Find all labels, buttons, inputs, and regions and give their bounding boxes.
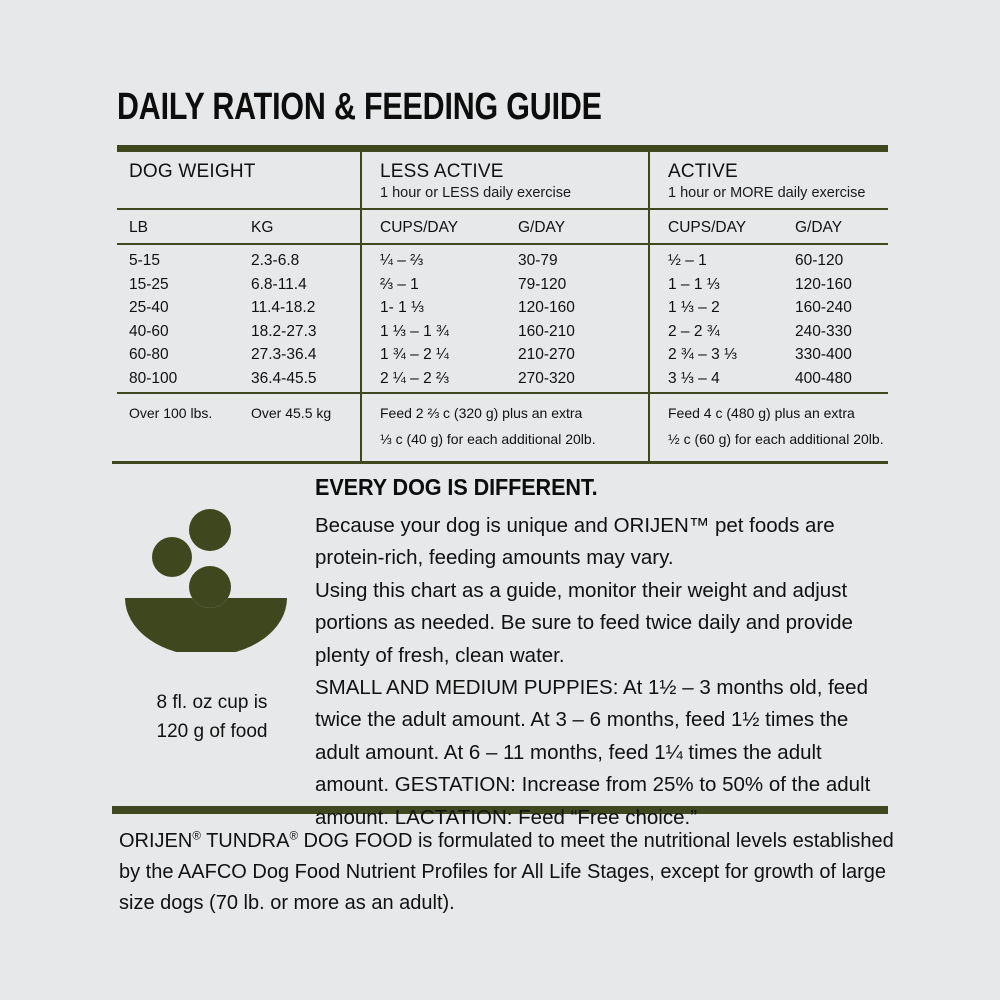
cell-g-day-less: 79-120	[518, 275, 567, 293]
over-row-less-active-line1: Feed 2 ⅔ c (320 g) plus an extra	[380, 405, 583, 421]
cell-g-day-less: 210-270	[518, 346, 575, 363]
page-title: DAILY RATION & FEEDING GUIDE	[117, 86, 602, 128]
over-row-kg: Over 45.5 kg	[251, 405, 332, 421]
cell-cups-day-less: 1- 1 ⅓	[380, 299, 424, 316]
table-row: 15-25 6.8-11.4 ⅔ – 1 79-120 1 – 1 ⅓ 120-160	[0, 276, 1000, 300]
cell-g-day-active: 60-120	[795, 252, 844, 269]
cell-cups-day-less: ⅔ – 1	[380, 275, 419, 293]
cell-cups-day-less: 1 ⅓ – 1 ¾	[380, 322, 449, 340]
cell-g-day-active: 400-480	[795, 369, 852, 387]
cell-lb: 40-60	[129, 322, 169, 340]
over-row-lb: Over 100 lbs.	[129, 405, 213, 421]
over-row-active-line2: ½ c (60 g) for each additional 20lb.	[668, 431, 884, 447]
table-row: 40-60 18.2-27.3 1 ⅓ – 1 ¾ 160-210 2 – 2 ¾ 240…	[0, 323, 1000, 347]
footer-separator-rule	[112, 806, 888, 814]
table-bottom-rule	[112, 461, 888, 464]
column-header-g-day-active: G/DAY	[795, 219, 843, 236]
cell-cups-day-less: 1 ¾ – 2 ¼	[380, 346, 449, 363]
cell-cups-day-active: 2 – 2 ¾	[668, 322, 720, 340]
table-top-rule	[117, 145, 888, 152]
table-subheader-rule	[117, 243, 888, 245]
column-header-cups-day-active: CUPS/DAY	[668, 219, 747, 236]
registered-mark-icon: ®	[192, 829, 201, 843]
table-row: 60-80 27.3-36.4 1 ¾ – 2 ¼ 210-270 2 ¾ – 3 ⅓ 3…	[0, 346, 1000, 370]
cell-g-day-active: 120-160	[795, 275, 852, 293]
cell-g-day-less: 30-79	[518, 252, 558, 269]
table-header-rule	[117, 208, 888, 210]
aafco-text: DOG FOOD is formulated to meet the nutri…	[119, 830, 894, 914]
table-row: 80-100 36.4-45.5 2 ¼ – 2 ⅔ 270-320 3 ⅓ – 4 40…	[0, 370, 1000, 394]
cell-cups-day-active: 1 ⅓ – 2	[668, 299, 720, 316]
over-row-active-line1: Feed 4 c (480 g) plus an extra	[668, 405, 855, 421]
cell-g-day-less: 160-210	[518, 322, 575, 340]
column-header-lb: LB	[129, 219, 148, 236]
column-header-kg: KG	[251, 219, 274, 236]
cell-cups-day-less: ¼ – ⅔	[380, 252, 424, 269]
cell-kg: 6.8-11.4	[251, 275, 307, 293]
cell-g-day-active: 160-240	[795, 299, 852, 316]
bowl-caption: 8 fl. oz cup is 120 g of food	[112, 688, 312, 746]
every-dog-heading: EVERY DOG IS DIFFERENT.	[315, 474, 598, 500]
group-subtitle-less-active: 1 hour or LESS daily exercise	[380, 185, 572, 201]
body-paragraph-2: Using this chart as a guide, monitor the…	[315, 578, 853, 667]
cell-kg: 36.4-45.5	[251, 369, 317, 387]
food-bowl-icon	[125, 492, 305, 656]
group-subtitle-active: 1 hour or MORE daily exercise	[668, 185, 866, 201]
cell-cups-day-less: 2 ¼ – 2 ⅔	[380, 369, 449, 387]
body-paragraph-3: SMALL AND MEDIUM PUPPIES: At 1½ – 3 mont…	[315, 676, 871, 829]
cell-cups-day-active: 2 ¾ – 3 ⅓	[668, 346, 737, 363]
body-copy: Because your dog is unique and ORIJEN™ p…	[315, 510, 895, 834]
group-header-dog-weight: DOG WEIGHT	[129, 161, 256, 182]
cell-cups-day-active: 3 ⅓ – 4	[668, 369, 720, 387]
column-divider-2	[648, 152, 650, 461]
cell-kg: 11.4-18.2	[251, 299, 316, 316]
cell-g-day-active: 330-400	[795, 346, 852, 363]
table-body-rule	[117, 392, 888, 394]
cell-kg: 2.3-6.8	[251, 252, 300, 269]
cell-cups-day-active: 1 – 1 ⅓	[668, 275, 720, 293]
cell-lb: 15-25	[129, 275, 169, 293]
cell-g-day-active: 240-330	[795, 322, 852, 340]
table-row: 5-15 2.3-6.8 ¼ – ⅔ 30-79 ½ – 1 60-120	[0, 252, 1000, 276]
column-header-g-day-less: G/DAY	[518, 219, 566, 236]
group-header-less-active: LESS ACTIVE	[380, 161, 504, 182]
table-body: 5-15 2.3-6.8 ¼ – ⅔ 30-79 ½ – 1 60-120 15-25 6.8…	[0, 252, 1000, 393]
aafco-brand: ORIJEN	[119, 830, 193, 852]
cell-lb: 60-80	[129, 346, 169, 363]
cell-g-day-less: 270-320	[518, 369, 575, 387]
column-header-cups-day-less: CUPS/DAY	[380, 219, 459, 236]
column-divider-1	[360, 152, 362, 461]
cell-lb: 80-100	[129, 369, 178, 387]
aafco-statement: ORIJEN® TUNDRA® DOG FOOD is formulated t…	[119, 826, 894, 919]
cell-lb: 25-40	[129, 299, 169, 316]
over-row-less-active-line2: ⅓ c (40 g) for each additional 20lb.	[380, 431, 596, 447]
cell-lb: 5-15	[129, 252, 161, 269]
table-row: 25-40 11.4-18.2 1- 1 ⅓ 120-160 1 ⅓ – 2 160-24…	[0, 299, 1000, 323]
cell-kg: 27.3-36.4	[251, 346, 317, 363]
aafco-product: TUNDRA	[206, 830, 290, 852]
bowl-caption-line2: 120 g of food	[156, 721, 268, 742]
body-paragraph-1: Because your dog is unique and ORIJEN™ p…	[315, 514, 835, 570]
bowl-caption-line1: 8 fl. oz cup is	[156, 692, 268, 713]
registered-mark-icon-2: ®	[289, 829, 298, 843]
group-header-active: ACTIVE	[668, 161, 738, 182]
cell-cups-day-active: ½ – 1	[668, 252, 707, 269]
cell-kg: 18.2-27.3	[251, 322, 317, 340]
cell-g-day-less: 120-160	[518, 299, 575, 316]
